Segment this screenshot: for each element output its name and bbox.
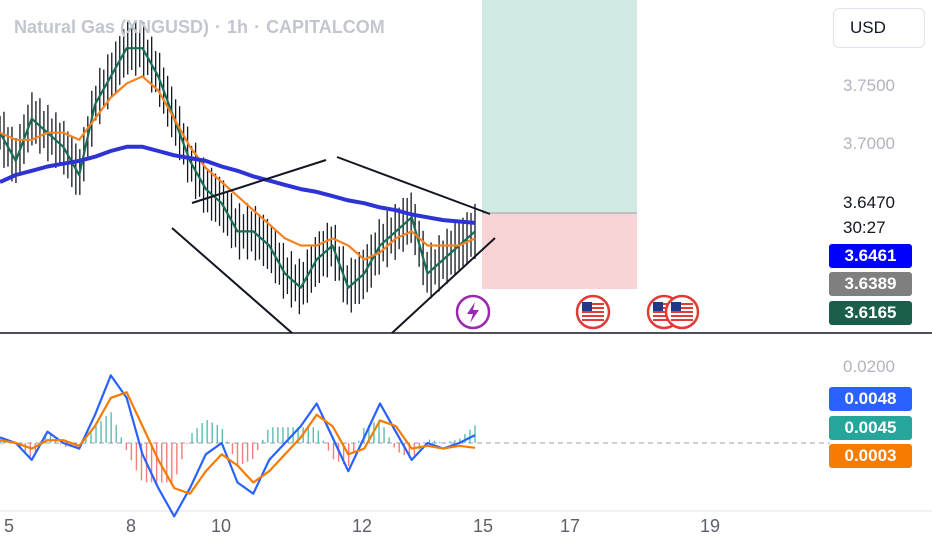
oscillator-tag-teal: 0.0045 (829, 416, 912, 440)
price-tag-green: 3.6165 (829, 301, 912, 325)
timeframe: 1h (227, 17, 249, 37)
oscillator-tag-blue: 0.0048 (829, 387, 912, 411)
series-line (0, 75, 476, 261)
histogram (0, 20, 476, 483)
earnings-event-icon (455, 294, 491, 330)
profit-zone (482, 0, 637, 213)
trendline (191, 159, 327, 204)
trendline-drawings (171, 156, 496, 334)
price-tag-gray: 3.6389 (829, 272, 912, 296)
trendline (391, 237, 496, 334)
title-separator: · (215, 17, 222, 37)
symbol-name: Natural Gas (XNGUSD) (14, 17, 210, 37)
title-separator: · (254, 17, 261, 37)
position-zones (482, 0, 637, 289)
series-line (0, 374, 476, 518)
trendline (336, 156, 491, 215)
time-tick: 8 (125, 516, 137, 536)
series-line (0, 47, 476, 289)
price-tick: 3.7500 (843, 76, 895, 95)
economic-event-icon (664, 294, 700, 330)
price-tag-blue: 3.6461 (829, 244, 912, 268)
oscillator-tag-orange: 0.0003 (829, 444, 912, 468)
trendline (171, 227, 293, 334)
time-tick: 15 (472, 516, 494, 536)
time-tick: 12 (351, 516, 373, 536)
loss-zone (482, 213, 637, 289)
bar-countdown: 30:27 (843, 218, 886, 237)
indicator-lines (0, 47, 476, 518)
series-line (0, 144, 476, 225)
exchange: CAPITALCOM (266, 17, 385, 37)
oscillator-tick: 0.0200 (843, 357, 895, 376)
time-tick: 19 (699, 516, 721, 536)
currency-button[interactable]: USD (833, 8, 925, 48)
last-price: 3.6470 (843, 193, 895, 212)
price-tick: 3.7000 (843, 134, 895, 153)
chart-title: Natural Gas (XNGUSD) · 1h · CAPITALCOM (14, 17, 385, 38)
series-line (0, 391, 476, 495)
time-tick: 5 (3, 516, 15, 536)
time-tick: 17 (559, 516, 581, 536)
event-markers (455, 294, 700, 330)
time-tick: 10 (210, 516, 232, 536)
economic-event-icon (575, 294, 611, 330)
